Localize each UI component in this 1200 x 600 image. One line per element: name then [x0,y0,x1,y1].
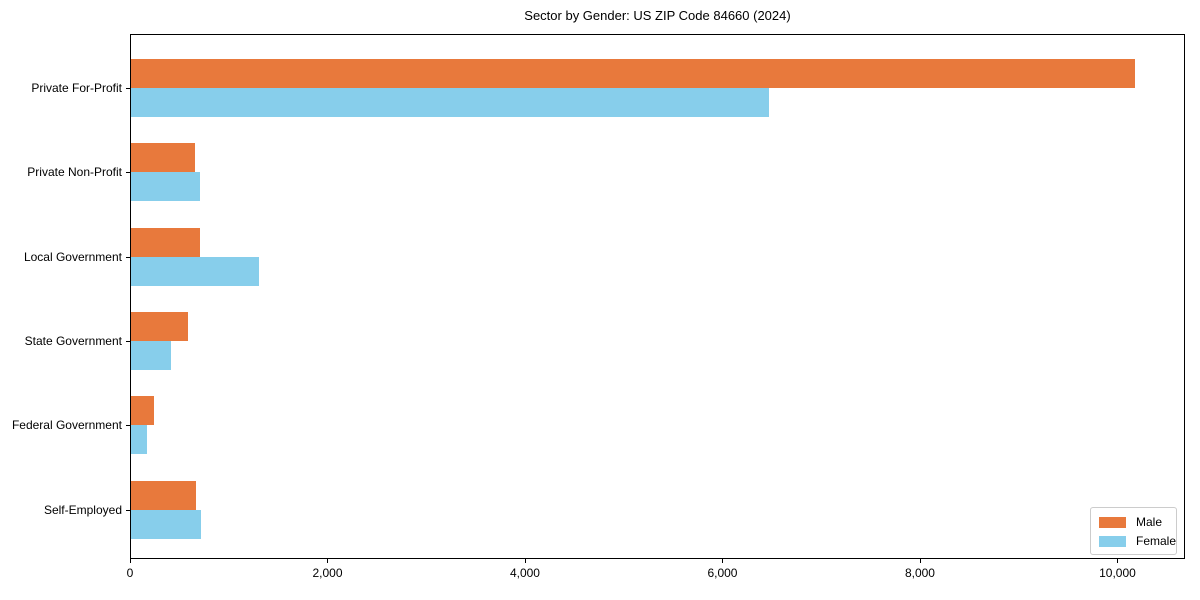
x-tick-label-8000: 8,000 [904,566,935,580]
x-tick-2000 [327,559,329,563]
y-axis-label-self-employed: Self-Employed [43,502,122,517]
legend: Male Female [1090,507,1177,555]
bar-female-state-government [131,340,171,370]
y-axis-label-private-non-profit: Private Non-Profit [27,165,122,180]
x-tick-label-2000: 2,000 [312,566,343,580]
bar-male-self-employed [131,480,196,510]
chart-title: Sector by Gender: US ZIP Code 84660 (202… [524,8,791,23]
y-tick-self-employed [126,509,130,511]
legend-label-male: Male [1136,515,1163,529]
legend-item-female: Female [1099,532,1176,551]
x-tick-label-0: 0 [126,566,134,580]
male-color-swatch [1099,517,1126,528]
y-tick-private-for-profit [126,88,130,89]
bar-male-federal-government [131,396,154,426]
x-tick-10000 [1117,559,1119,563]
bar-female-private-non-profit [131,172,200,202]
y-axis-label-state-government: State Government [24,333,122,348]
y-axis-label-private-for-profit: Private For-Profit [31,81,122,95]
x-tick-6000 [722,559,724,563]
y-axis-label-federal-government: Federal Government [11,418,122,433]
y-axis-label-local-government: Local Government [23,249,122,264]
x-tick-label-4000: 4,000 [509,566,540,580]
y-tick-state-government [126,340,130,342]
bar-male-local-government [131,227,200,257]
x-tick-label-10000: 10,000 [1099,566,1136,580]
female-color-swatch [1099,536,1126,547]
bar-male-state-government [131,311,188,341]
y-tick-local-government [126,256,130,258]
legend-item-male: Male [1099,513,1176,532]
x-tick-4000 [524,559,526,563]
bar-female-local-government [131,256,259,286]
bar-male-private-for-profit [131,59,1135,88]
bar-female-private-for-profit [131,88,769,117]
bar-female-federal-government [131,425,147,455]
plot-area [130,34,1185,559]
legend-label-female: Female [1136,534,1177,548]
x-tick-8000 [919,559,921,563]
bar-male-private-non-profit [131,143,195,173]
bar-female-self-employed [131,509,201,539]
x-tick-0 [130,559,131,563]
y-tick-federal-government [126,425,130,427]
y-tick-private-non-profit [126,172,130,174]
x-tick-label-6000: 6,000 [707,566,738,580]
